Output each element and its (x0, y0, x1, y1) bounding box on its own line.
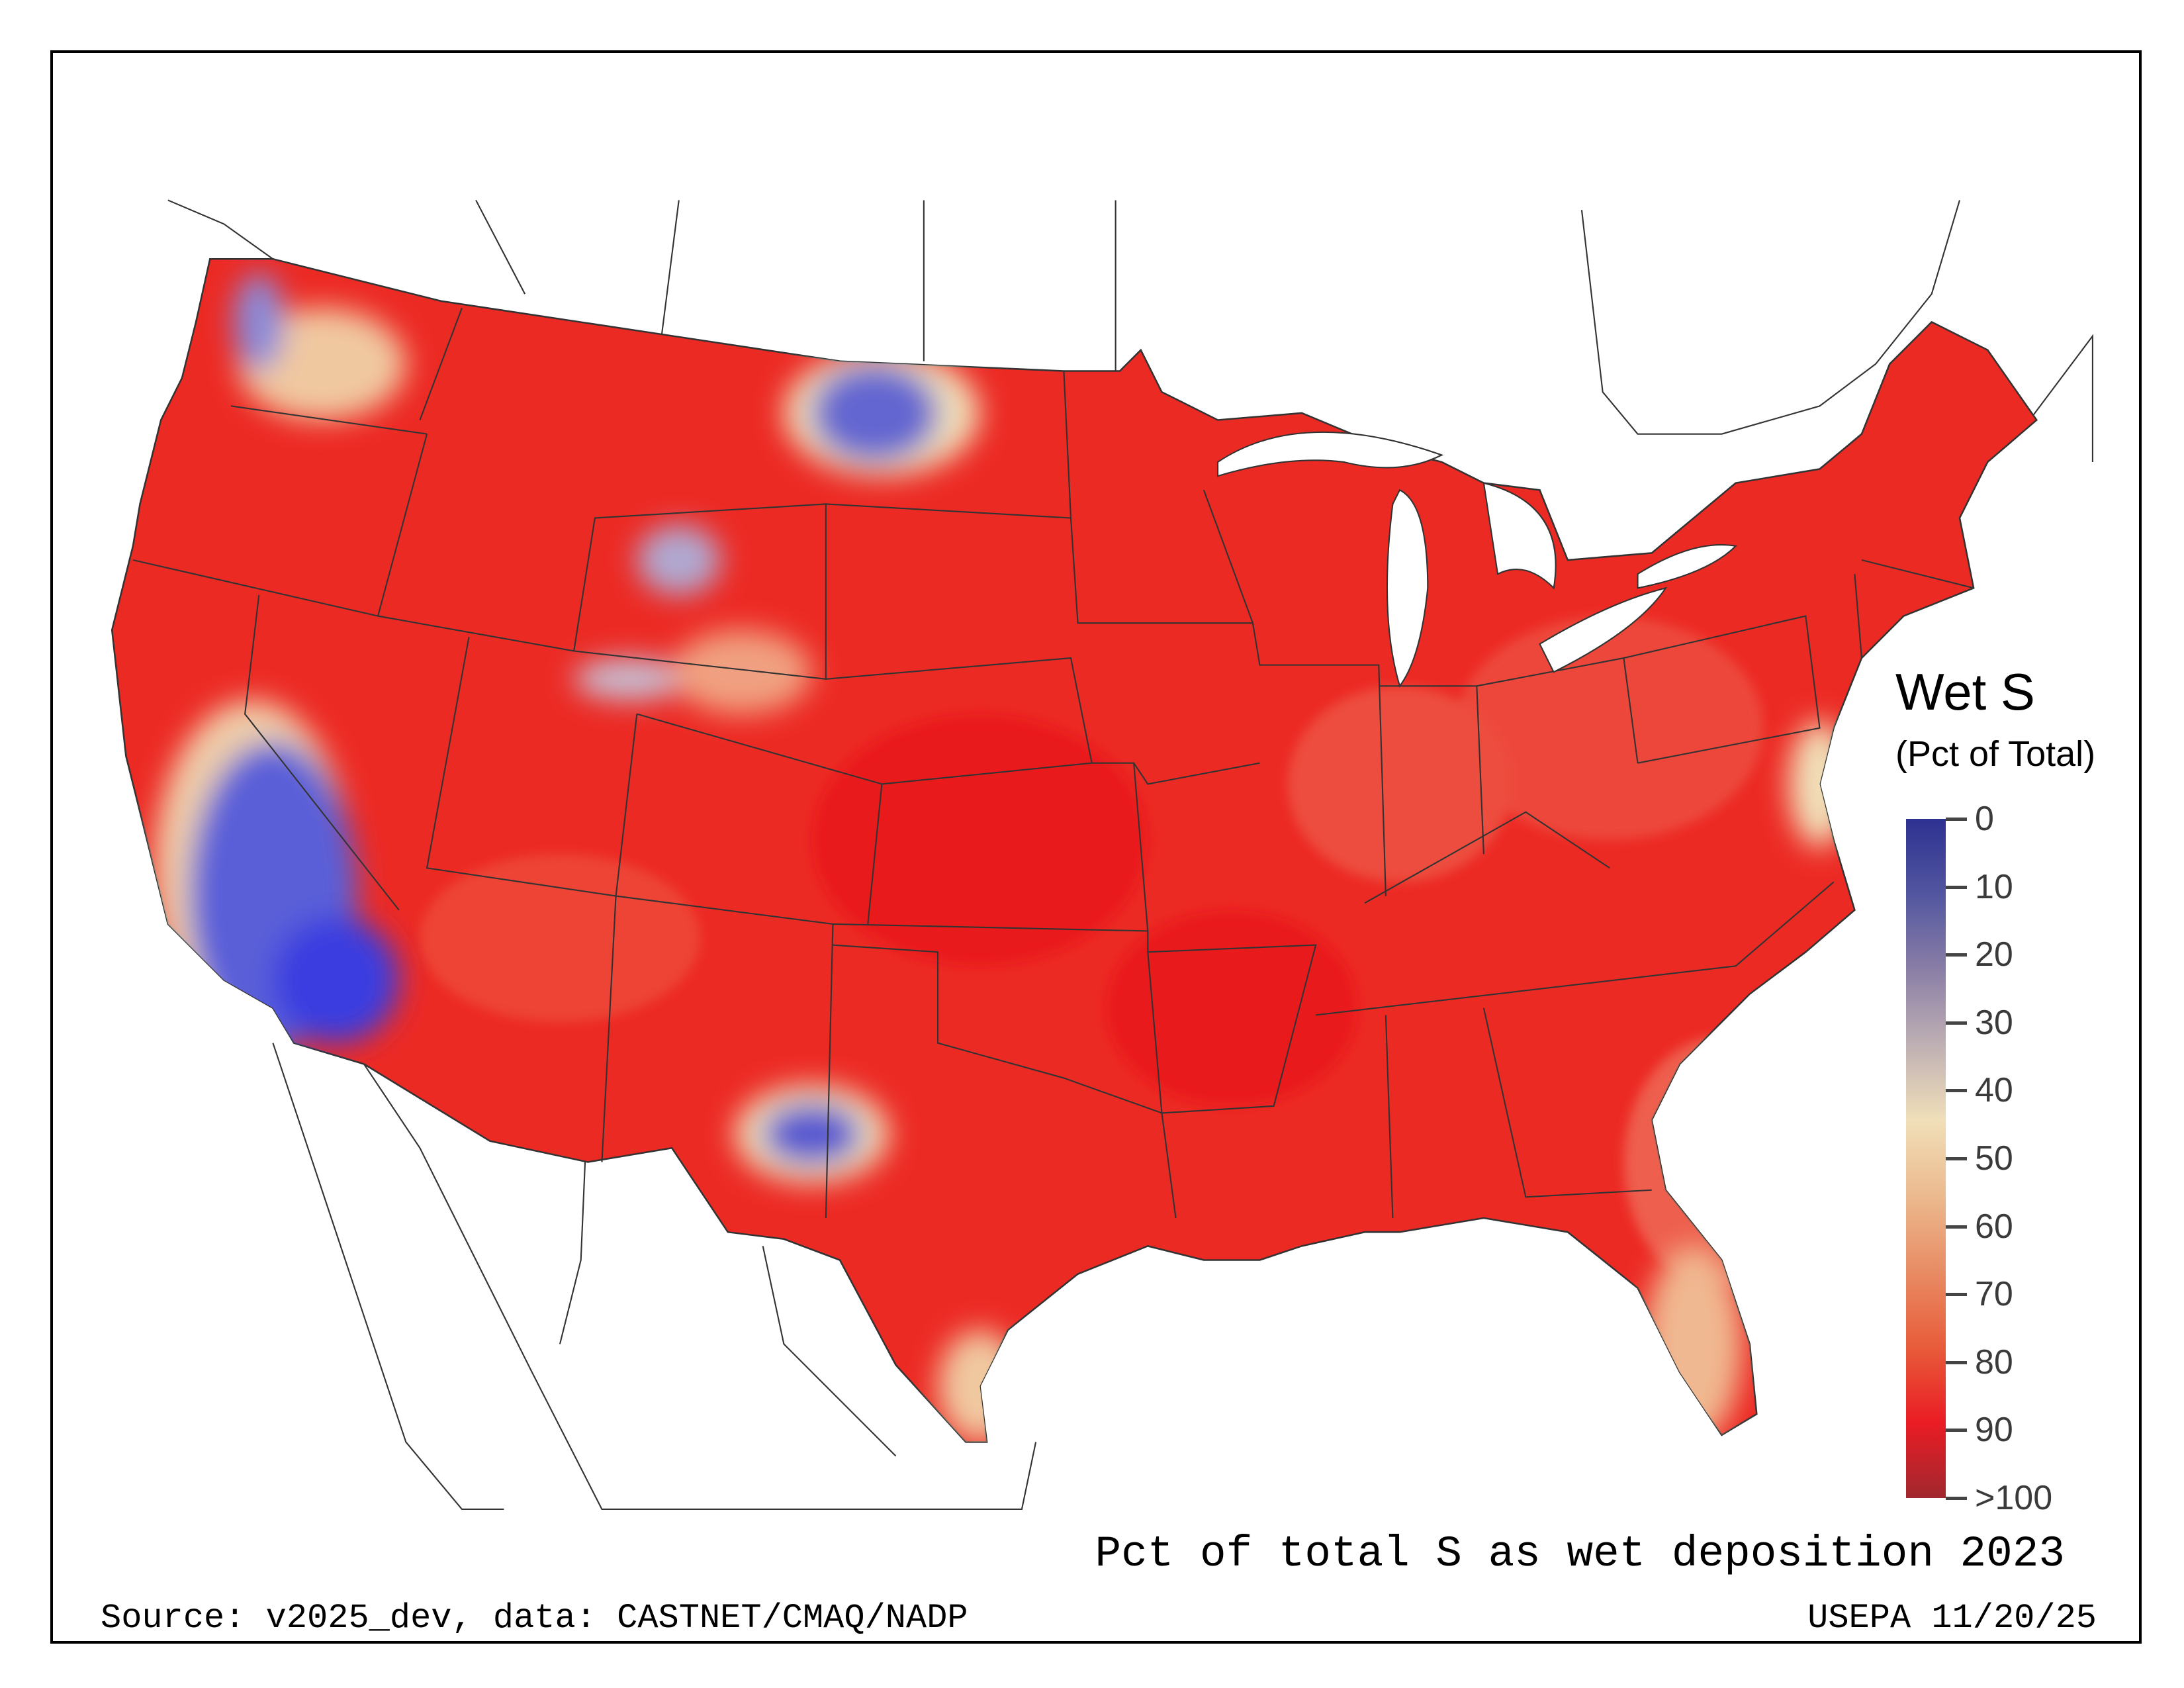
source-note: Source: v2025_dev, data: CASTNET/CMAQ/NA… (101, 1599, 968, 1638)
legend-tick (1946, 1021, 1967, 1025)
legend-tick (1946, 1157, 1967, 1160)
legend-tick-label: >100 (1975, 1479, 2053, 1517)
legend-subtitle: (Pct of Total) (1895, 734, 2096, 774)
plot-frame (50, 50, 2142, 1644)
map-title: Pct of total S as wet deposition 2023 (1095, 1529, 2065, 1579)
legend-tick-label: 50 (1975, 1139, 2013, 1178)
legend-colorbar (1906, 819, 1946, 1498)
legend-tick-label: 80 (1975, 1342, 2013, 1382)
legend-tick (1946, 953, 1967, 957)
mexico-border-lines (272, 1043, 1037, 1511)
great-lakes (1216, 431, 1737, 688)
legend-tick (1946, 1497, 1967, 1500)
legend-tick-label: 20 (1975, 935, 2013, 974)
legend-title: Wet S (1895, 663, 2035, 721)
legend-tick (1946, 1429, 1967, 1432)
legend-tick (1946, 1089, 1967, 1093)
legend-tick (1946, 1360, 1967, 1364)
canada-border-lines (167, 199, 2093, 462)
legend-tick-label: 40 (1975, 1071, 2013, 1110)
legend-tick-label: 30 (1975, 1003, 2013, 1042)
legend-tick (1946, 1293, 1967, 1297)
legend-tick (1946, 885, 1967, 889)
legend-tick-label: 60 (1975, 1207, 2013, 1246)
legend-tick-label: 70 (1975, 1275, 2013, 1314)
legend-tick-label: 10 (1975, 867, 2013, 906)
legend-tick-label: 0 (1975, 800, 1994, 838)
state-borders (132, 307, 1974, 1219)
credit-date: USEPA 11/20/25 (1807, 1599, 2097, 1638)
legend-tick-label: 90 (1975, 1411, 2013, 1450)
legend-tick (1946, 1225, 1967, 1229)
legend-tick (1946, 818, 1967, 821)
